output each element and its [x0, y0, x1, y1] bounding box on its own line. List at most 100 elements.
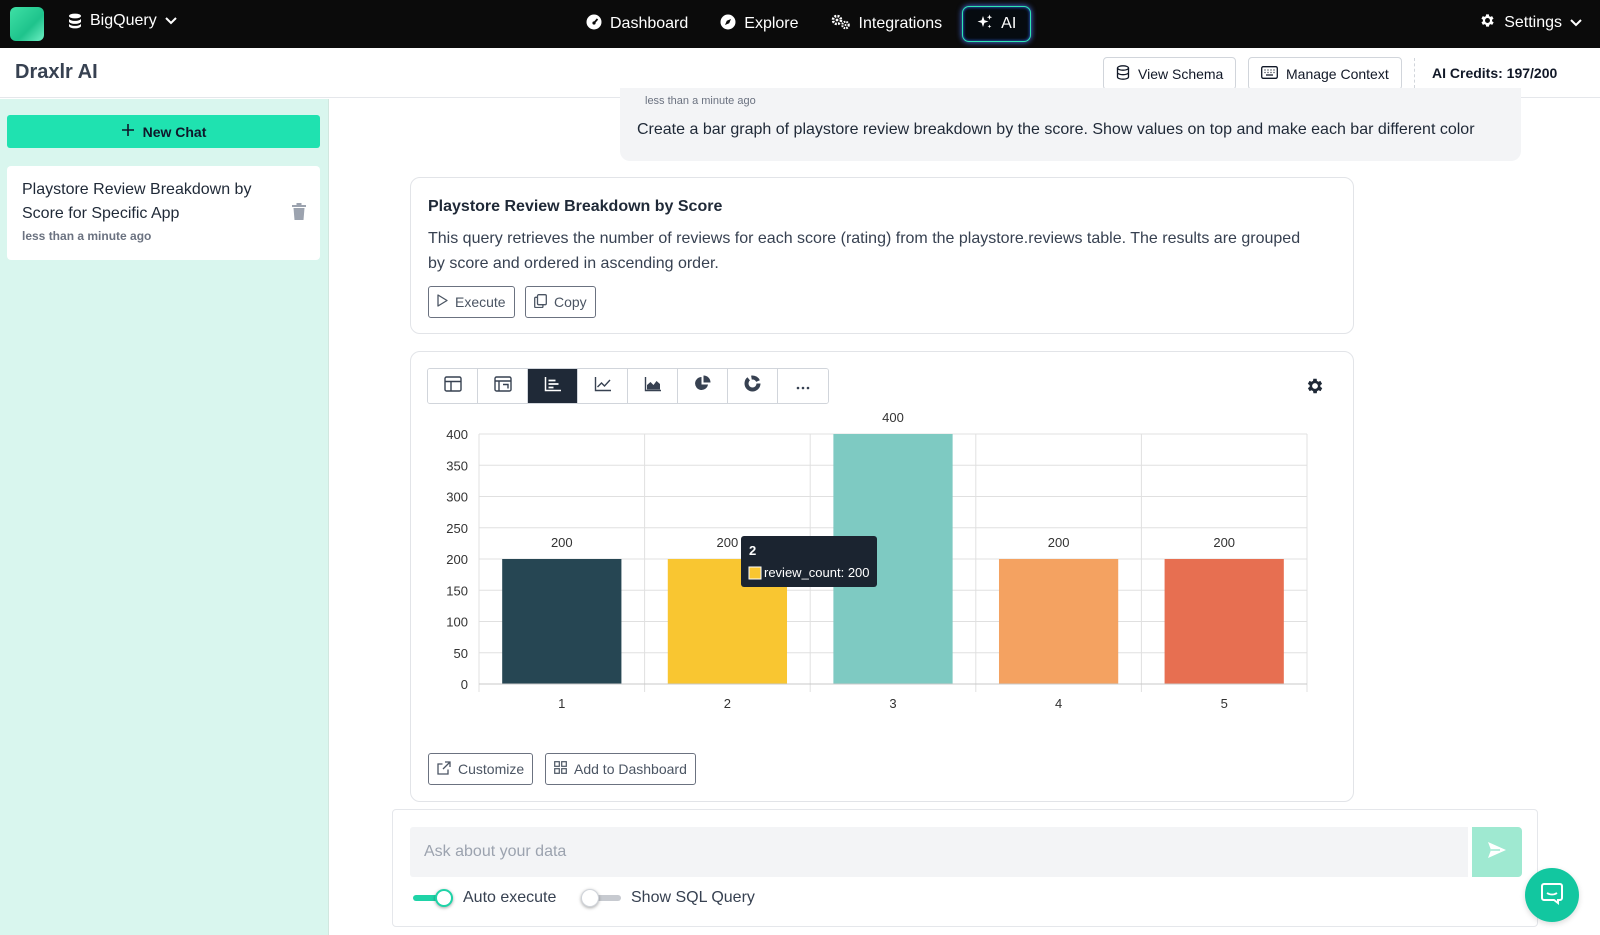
send-icon: [1487, 841, 1507, 864]
nav-dashboard-label: Dashboard: [610, 15, 689, 32]
query-title: Playstore Review Breakdown by Score: [428, 198, 723, 215]
line-chart-button[interactable]: [578, 369, 628, 403]
tooltip-swatch: [748, 566, 762, 580]
bar-value-label: 200: [551, 535, 573, 550]
nav-ai-label: AI: [1001, 15, 1017, 32]
chart-settings-icon[interactable]: [1305, 376, 1325, 401]
x-tick-label: 5: [1221, 696, 1228, 711]
gears-icon: [831, 14, 851, 35]
x-tick-label: 1: [558, 696, 565, 711]
bar-value-label: 400: [882, 410, 904, 425]
datasource-selector[interactable]: BigQuery: [68, 12, 177, 30]
add-to-dashboard-button[interactable]: Add to Dashboard: [545, 753, 696, 785]
pivot-table-icon: [493, 375, 512, 397]
send-button[interactable]: [1472, 827, 1522, 877]
chat-input-area: Auto execute Show SQL Query: [392, 809, 1538, 927]
ask-input[interactable]: [410, 827, 1468, 877]
sparkles-icon: [977, 14, 993, 35]
gear-icon: [1479, 12, 1496, 34]
pie-chart-icon: [694, 375, 711, 397]
user-message: less than a minute ago Create a bar grap…: [620, 88, 1521, 161]
nav-dashboard[interactable]: Dashboard: [570, 6, 704, 42]
database-icon: [68, 13, 82, 29]
chat-history-item[interactable]: Playstore Review Breakdown by Score for …: [7, 166, 320, 260]
message-timestamp: less than a minute ago: [645, 95, 756, 107]
view-schema-button[interactable]: View Schema: [1103, 57, 1237, 90]
tooltip-label: review_count: 200: [764, 565, 870, 580]
nav-integrations[interactable]: Integrations: [815, 6, 959, 42]
more-icon: [796, 377, 810, 395]
copy-button[interactable]: Copy: [525, 286, 596, 318]
keyboard-icon: [1261, 65, 1278, 82]
pivot-view-button[interactable]: [478, 369, 528, 403]
show-sql-toggle[interactable]: [581, 888, 621, 908]
app-logo[interactable]: [10, 7, 44, 41]
grid-icon: [554, 761, 567, 777]
bar-value-label: 200: [1048, 535, 1070, 550]
donut-chart-button[interactable]: [728, 369, 778, 403]
execute-label: Execute: [455, 294, 506, 310]
execute-button[interactable]: Execute: [428, 286, 515, 318]
nav-explore[interactable]: Explore: [704, 6, 814, 42]
nav-ai[interactable]: AI: [962, 6, 1032, 42]
pie-chart-button[interactable]: [678, 369, 728, 403]
nav-integrations-label: Integrations: [858, 15, 943, 32]
line-chart-icon: [594, 376, 612, 397]
query-card: Playstore Review Breakdown by Score This…: [410, 177, 1354, 334]
trash-icon[interactable]: [292, 203, 306, 225]
manage-context-label: Manage Context: [1286, 65, 1389, 82]
customize-button[interactable]: Customize: [428, 753, 534, 785]
area-chart-button[interactable]: [628, 369, 678, 403]
query-description: This query retrieves the number of revie…: [428, 230, 1301, 272]
y-tick-label: 50: [454, 646, 468, 661]
new-chat-button[interactable]: New Chat: [7, 115, 320, 148]
bar-value-label: 200: [1213, 535, 1235, 550]
chevron-down-icon: [164, 17, 177, 25]
plus-icon: [121, 123, 135, 140]
compass-icon: [720, 14, 736, 35]
x-tick-label: 2: [724, 696, 731, 711]
bar: [1164, 559, 1284, 684]
settings-label: Settings: [1504, 14, 1562, 31]
more-options-button[interactable]: [778, 369, 828, 403]
chart-type-toolbar: [427, 368, 829, 404]
chat-bubble-icon: [1540, 881, 1564, 910]
y-tick-label: 150: [446, 583, 468, 598]
play-icon: [437, 294, 448, 310]
header-divider: [1414, 58, 1415, 88]
manage-context-button[interactable]: Manage Context: [1248, 57, 1402, 90]
bar-value-label: 200: [717, 535, 739, 550]
bar: [502, 559, 622, 684]
ai-credits: AI Credits: 197/200: [1432, 65, 1558, 81]
y-tick-label: 300: [446, 490, 468, 505]
new-chat-label: New Chat: [142, 123, 207, 140]
database-icon: [1116, 64, 1130, 83]
gauge-icon: [586, 14, 602, 35]
auto-execute-label: Auto execute: [463, 889, 557, 906]
page-title: Draxlr AI: [15, 61, 98, 83]
view-schema-label: View Schema: [1138, 65, 1224, 82]
copy-label: Copy: [554, 294, 587, 310]
bar-chart-icon: [544, 376, 562, 397]
datasource-label: BigQuery: [90, 12, 157, 29]
bar: [998, 559, 1119, 684]
x-tick-label: 3: [889, 696, 896, 711]
chat-title: Playstore Review Breakdown by Score for …: [22, 181, 252, 222]
y-tick-label: 200: [446, 552, 468, 567]
y-tick-label: 400: [446, 427, 468, 442]
y-tick-label: 350: [446, 458, 468, 473]
y-tick-label: 0: [461, 677, 468, 692]
settings-menu[interactable]: Settings: [1479, 12, 1582, 34]
chart-tooltip: [741, 536, 877, 587]
show-sql-label: Show SQL Query: [631, 889, 755, 906]
top-navbar: BigQuery Dashboard Explore Integrations: [0, 0, 1600, 48]
area-chart-icon: [644, 376, 662, 397]
message-text: Create a bar graph of playstore review b…: [637, 121, 1475, 138]
auto-execute-toggle[interactable]: [413, 888, 453, 908]
y-tick-label: 250: [446, 521, 468, 536]
support-chat-button[interactable]: [1525, 868, 1579, 922]
y-tick-label: 100: [446, 615, 468, 630]
bar-chart-button[interactable]: [528, 369, 578, 403]
external-link-icon: [437, 760, 451, 778]
table-view-button[interactable]: [428, 369, 478, 403]
